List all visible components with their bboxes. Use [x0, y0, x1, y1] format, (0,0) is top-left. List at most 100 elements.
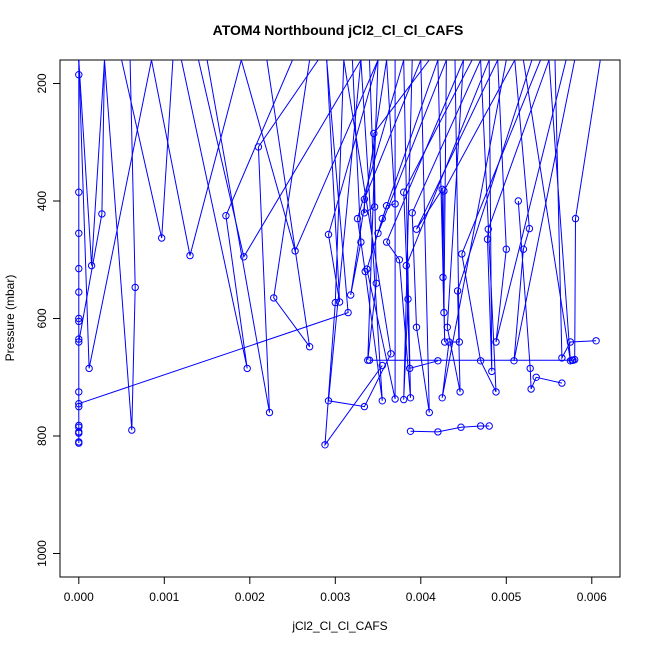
data-point: [476, 422, 485, 430]
data-point: [374, 229, 382, 238]
x-tick-label: 0.001: [149, 590, 179, 604]
data-point: [360, 402, 369, 411]
data-point: [485, 422, 493, 430]
series-layer: [75, 60, 601, 449]
data-point: [360, 195, 369, 203]
data-point: [265, 408, 274, 417]
data-point: [75, 288, 83, 296]
data-point: [365, 356, 374, 364]
data-point: [527, 385, 535, 393]
series-path: [180, 60, 293, 369]
series-path: [198, 60, 362, 259]
series-path: [206, 60, 319, 413]
data-point: [400, 188, 408, 196]
data-point: [324, 397, 333, 405]
data-point: [400, 395, 408, 404]
data-point: [502, 245, 510, 253]
series-path: [266, 60, 311, 347]
data-point: [186, 251, 194, 260]
series-line: [206, 60, 319, 417]
series-line: [104, 60, 139, 434]
data-point: [456, 388, 464, 396]
series-path: [151, 60, 242, 256]
series-line: [198, 60, 362, 261]
series-path: [104, 60, 136, 431]
data-point: [360, 209, 369, 217]
series-line: [443, 60, 533, 396]
series-path: [554, 60, 597, 360]
series-line: [360, 60, 422, 217]
data-point: [387, 350, 395, 358]
x-tick-label: 0.006: [577, 590, 607, 604]
data-point: [566, 357, 575, 365]
data-point: [321, 441, 329, 449]
data-point: [412, 225, 421, 233]
data-point: [353, 214, 362, 223]
data-point: [85, 364, 93, 373]
data-point: [492, 388, 500, 396]
data-point: [525, 224, 534, 233]
series-line: [514, 197, 566, 393]
data-point: [395, 256, 404, 264]
y-tick-label: 800: [35, 426, 49, 446]
x-tick-label: 0.002: [235, 590, 265, 604]
data-point: [75, 400, 83, 408]
x-axis: 0.000 0.001 0.002 0.003 0.004 0.005 0.006: [64, 576, 607, 604]
series-line: [483, 60, 550, 376]
data-point: [408, 209, 416, 217]
data-point: [438, 394, 446, 402]
data-point: [445, 338, 453, 346]
data-point: [378, 214, 386, 223]
data-point: [363, 265, 371, 273]
chart-title: ATOM4 Northbound jCl2_Cl_Cl_CAFS: [213, 22, 464, 38]
series-path: [377, 60, 447, 234]
x-axis-label: jCl2_Cl_Cl_CAFS: [291, 619, 387, 633]
y-tick-label: 600: [35, 308, 49, 328]
data-point: [324, 230, 333, 239]
data-point: [406, 364, 414, 373]
data-point: [75, 229, 83, 238]
data-point: [305, 343, 314, 351]
data-point: [571, 214, 580, 223]
series-line: [382, 60, 464, 402]
data-point: [75, 264, 83, 273]
series-path: [495, 60, 567, 343]
series-line: [363, 60, 439, 403]
data-point: [391, 395, 399, 403]
x-tick-label: 0.004: [406, 590, 436, 604]
data-point: [492, 338, 500, 346]
data-point: [412, 323, 421, 331]
series-line: [400, 60, 473, 404]
data-point: [158, 234, 166, 242]
data-point: [382, 202, 391, 210]
series-path: [522, 60, 571, 361]
data-point: [243, 364, 251, 373]
series-line: [510, 60, 576, 365]
data-point: [131, 283, 139, 292]
data-point: [434, 357, 442, 365]
series-path: [442, 60, 516, 313]
data-point: [440, 308, 448, 317]
data-point: [484, 225, 492, 233]
series-line: [266, 60, 314, 351]
data-point: [270, 294, 278, 302]
data-point: [441, 338, 449, 346]
data-point: [514, 197, 522, 205]
data-point: [128, 426, 136, 434]
data-point: [75, 338, 83, 346]
data-point: [331, 298, 339, 307]
data-point: [406, 427, 415, 435]
x-tick-label: 0.005: [491, 590, 521, 604]
data-point: [532, 373, 540, 381]
series-path: [78, 60, 152, 369]
series-line: [78, 60, 152, 373]
data-point: [592, 337, 600, 345]
data-point: [240, 253, 248, 261]
series-line: [324, 60, 379, 306]
series-line: [406, 422, 493, 436]
series-path: [78, 60, 105, 266]
series-line: [408, 60, 482, 417]
data-point: [75, 317, 83, 326]
series-line: [151, 60, 242, 260]
